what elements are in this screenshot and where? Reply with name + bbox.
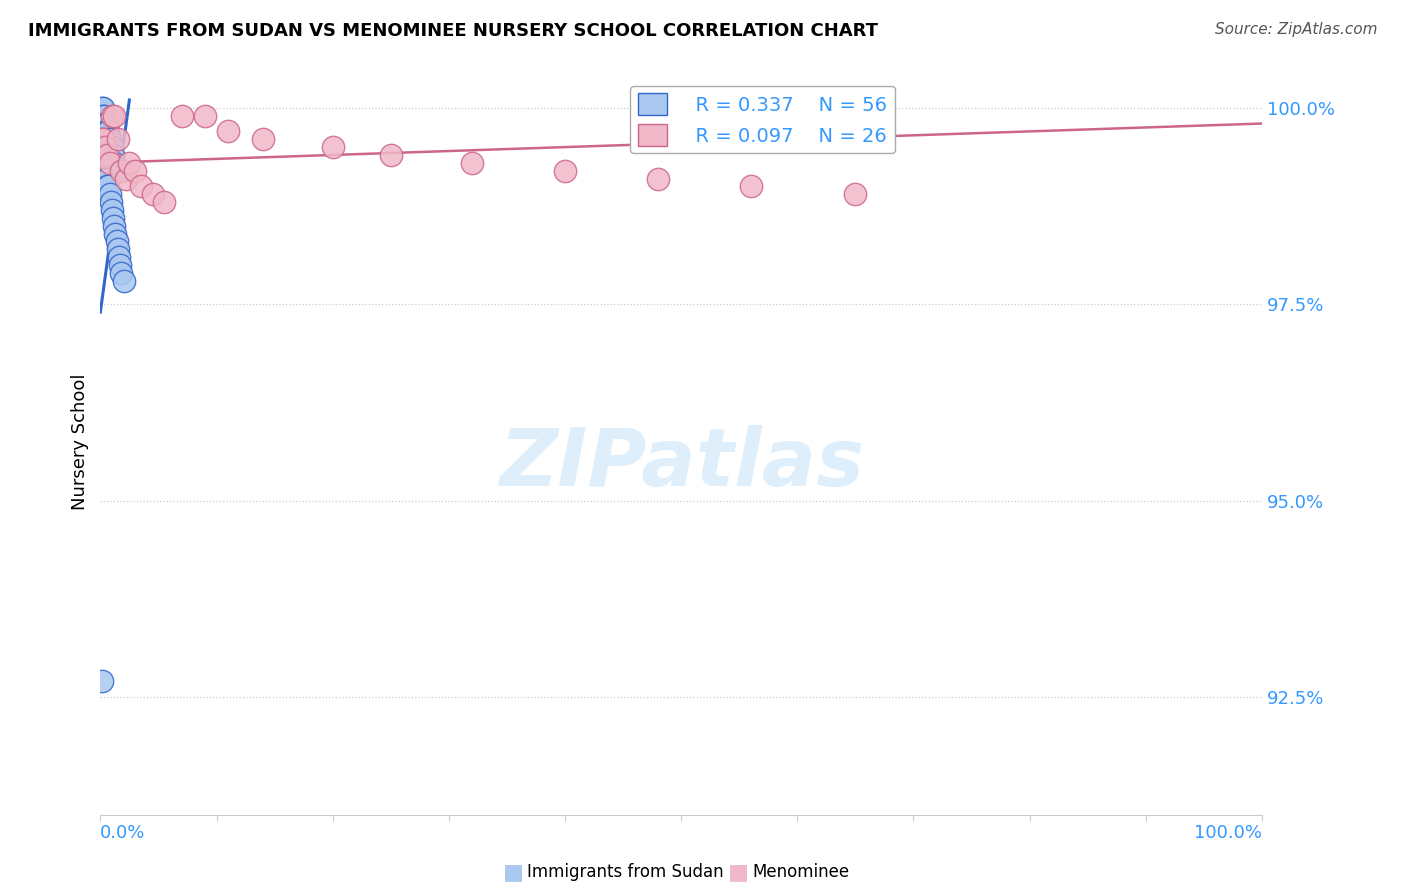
Point xyxy=(94,156,117,170)
Point xyxy=(461,156,484,170)
Text: ZIPatlas: ZIPatlas xyxy=(499,425,863,503)
Point xyxy=(96,132,118,146)
Point xyxy=(170,109,193,123)
Point xyxy=(94,140,117,154)
Point xyxy=(112,274,135,288)
Point xyxy=(100,140,122,154)
Point xyxy=(107,132,129,146)
Point xyxy=(96,132,118,146)
Point xyxy=(101,211,124,225)
Point xyxy=(110,163,132,178)
Text: Menominee: Menominee xyxy=(752,863,849,881)
Point xyxy=(554,163,576,178)
Text: Immigrants from Sudan: Immigrants from Sudan xyxy=(527,863,724,881)
Point xyxy=(91,124,114,138)
Point xyxy=(105,235,128,249)
Text: ■: ■ xyxy=(503,863,523,882)
Point xyxy=(252,132,274,146)
Point xyxy=(380,148,402,162)
Point xyxy=(93,148,115,162)
Point xyxy=(97,179,120,194)
Point xyxy=(153,195,176,210)
Point xyxy=(96,116,118,130)
Point xyxy=(90,101,112,115)
Point xyxy=(93,132,115,146)
Point xyxy=(104,163,127,178)
Point xyxy=(90,109,112,123)
Point xyxy=(101,148,124,162)
Text: 100.0%: 100.0% xyxy=(1194,824,1263,842)
Point xyxy=(844,187,866,202)
Point xyxy=(98,156,121,170)
Point xyxy=(91,109,114,123)
Point xyxy=(96,163,118,178)
Point xyxy=(94,132,117,146)
Point xyxy=(94,163,117,178)
Point xyxy=(103,219,125,233)
Point xyxy=(90,132,112,146)
Point xyxy=(90,140,112,154)
Point xyxy=(110,266,132,280)
Point xyxy=(93,109,115,123)
Point xyxy=(96,124,118,138)
Text: ■: ■ xyxy=(728,863,748,882)
Point xyxy=(104,227,127,241)
Point xyxy=(98,140,121,154)
Point xyxy=(91,132,114,146)
Text: IMMIGRANTS FROM SUDAN VS MENOMINEE NURSERY SCHOOL CORRELATION CHART: IMMIGRANTS FROM SUDAN VS MENOMINEE NURSE… xyxy=(28,22,879,40)
Point xyxy=(194,109,217,123)
Point xyxy=(98,132,121,146)
Point xyxy=(94,116,117,130)
Point xyxy=(93,156,115,170)
Point xyxy=(101,140,124,154)
Point xyxy=(91,101,114,115)
Point xyxy=(91,116,114,130)
Point xyxy=(322,140,344,154)
Point xyxy=(96,171,118,186)
Point xyxy=(142,187,165,202)
Point xyxy=(90,132,112,146)
Point xyxy=(101,109,124,123)
Legend:   R = 0.337    N = 56,   R = 0.097    N = 26: R = 0.337 N = 56, R = 0.097 N = 26 xyxy=(630,86,894,153)
Text: 0.0%: 0.0% xyxy=(100,824,146,842)
Point xyxy=(124,163,146,178)
Point xyxy=(97,132,120,146)
Point xyxy=(91,132,114,146)
Point xyxy=(129,179,152,194)
Y-axis label: Nursery School: Nursery School xyxy=(72,374,89,510)
Point xyxy=(107,242,129,256)
Point xyxy=(96,148,118,162)
Point xyxy=(97,124,120,138)
Point xyxy=(90,674,112,689)
Point xyxy=(647,171,669,186)
Point xyxy=(96,124,118,138)
Text: Source: ZipAtlas.com: Source: ZipAtlas.com xyxy=(1215,22,1378,37)
Point xyxy=(90,116,112,130)
Point xyxy=(100,195,122,210)
Point xyxy=(98,187,121,202)
Point xyxy=(93,116,115,130)
Point xyxy=(93,124,115,138)
Point xyxy=(108,250,131,264)
Point xyxy=(94,124,117,138)
Point xyxy=(115,171,138,186)
Point xyxy=(91,148,114,162)
Point xyxy=(108,258,131,272)
Point xyxy=(101,202,124,217)
Point xyxy=(103,156,125,170)
Point xyxy=(96,179,118,194)
Point xyxy=(101,148,124,162)
Point xyxy=(103,109,125,123)
Point xyxy=(118,156,141,170)
Point xyxy=(91,140,114,154)
Point xyxy=(217,124,239,138)
Point xyxy=(740,179,762,194)
Point xyxy=(96,171,118,186)
